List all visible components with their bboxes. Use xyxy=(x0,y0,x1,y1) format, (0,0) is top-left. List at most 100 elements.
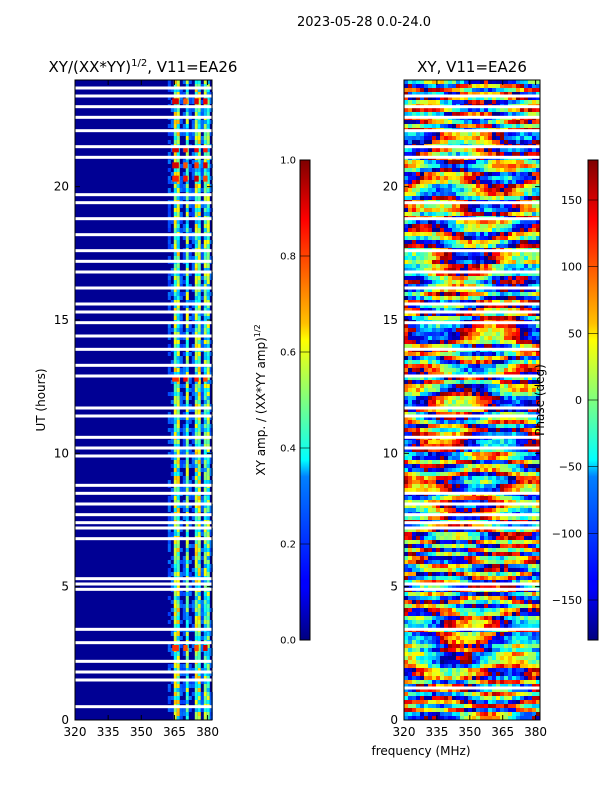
phase-cell xyxy=(492,392,496,396)
amp-cell xyxy=(188,388,192,392)
phase-cell xyxy=(476,288,480,292)
amp-cell xyxy=(182,344,186,348)
phase-cell xyxy=(404,316,408,320)
phase-cell xyxy=(408,232,412,236)
phase-cell xyxy=(444,168,448,172)
phase-cell xyxy=(480,236,484,240)
phase-cell xyxy=(496,284,500,288)
amp-cell xyxy=(197,300,201,304)
phase-cell xyxy=(440,284,444,288)
amp-cell xyxy=(209,664,213,668)
phase-cell xyxy=(460,328,464,332)
amp-cell xyxy=(173,112,177,116)
amp-cell xyxy=(179,672,183,676)
phase-cell xyxy=(516,440,520,444)
amp-cell xyxy=(179,428,183,432)
phase-cell xyxy=(468,312,472,316)
amp-cell xyxy=(194,132,198,136)
phase-cell xyxy=(440,280,444,284)
phase-cell xyxy=(516,340,520,344)
amp-cell xyxy=(173,592,177,596)
amp-cell xyxy=(191,608,195,612)
x-tick-label: 335 xyxy=(97,725,120,739)
phase-cell xyxy=(492,192,496,196)
amp-gap-row xyxy=(75,513,212,517)
phase-cell xyxy=(452,388,456,392)
phase-cell xyxy=(436,324,440,328)
amp-cell xyxy=(194,184,198,188)
amp-cell xyxy=(173,308,177,312)
phase-cell xyxy=(464,132,468,136)
amp-cell xyxy=(203,184,207,188)
phase-cell xyxy=(448,332,452,336)
phase-cell xyxy=(448,276,452,280)
phase-cell xyxy=(476,188,480,192)
phase-cell xyxy=(528,308,532,312)
phase-cell xyxy=(408,372,412,376)
phase-cell xyxy=(408,120,412,124)
phase-cell xyxy=(448,204,452,208)
phase-cell xyxy=(452,96,456,100)
phase-cell xyxy=(456,360,460,364)
phase-cell xyxy=(408,368,412,372)
phase-cell xyxy=(500,408,504,412)
amp-cell xyxy=(173,668,177,672)
phase-cell xyxy=(444,188,448,192)
phase-cell xyxy=(536,192,540,196)
phase-cell xyxy=(472,324,476,328)
phase-cell xyxy=(524,304,528,308)
amp-cell xyxy=(179,204,183,208)
amp-cell xyxy=(200,468,204,472)
phase-cell xyxy=(504,340,508,344)
phase-cell xyxy=(520,420,524,424)
phase-cell xyxy=(428,240,432,244)
phase-cell xyxy=(420,344,424,348)
phase-cell xyxy=(476,344,480,348)
phase-cell xyxy=(520,376,524,380)
amp-cell xyxy=(176,408,180,412)
phase-cell xyxy=(524,168,528,172)
phase-cell xyxy=(520,304,524,308)
amp-cell xyxy=(185,636,189,640)
amp-cell xyxy=(188,308,192,312)
amp-cell xyxy=(173,556,177,560)
phase-cell xyxy=(496,160,500,164)
amp-cell xyxy=(194,604,198,608)
amp-cell xyxy=(173,256,177,260)
amp-cell xyxy=(176,292,180,296)
amp-cell xyxy=(185,540,189,544)
amp-cell xyxy=(197,344,201,348)
phase-cell xyxy=(528,424,532,428)
phase-cell xyxy=(512,160,516,164)
amp-cell xyxy=(167,88,171,92)
phase-cell xyxy=(436,404,440,408)
amp-cell xyxy=(191,344,195,348)
amp-cell xyxy=(200,692,204,696)
phase-cell xyxy=(472,84,476,88)
amp-cell xyxy=(206,692,210,696)
phase-cell xyxy=(444,184,448,188)
phase-cell xyxy=(424,276,428,280)
phase-cell xyxy=(420,384,424,388)
phase-cell xyxy=(436,92,440,96)
phase-cell xyxy=(476,340,480,344)
amp-cell xyxy=(209,188,213,192)
amp-cell xyxy=(182,272,186,276)
phase-cell xyxy=(512,332,516,336)
phase-cell xyxy=(496,112,500,116)
phase-cell xyxy=(536,308,540,312)
phase-cell xyxy=(480,148,484,152)
phase-cell xyxy=(512,232,516,236)
phase-cell xyxy=(472,404,476,408)
amp-cell xyxy=(173,460,177,464)
amp-cell xyxy=(179,528,183,532)
phase-cell xyxy=(520,272,524,276)
phase-cell xyxy=(420,324,424,328)
phase-cell xyxy=(420,236,424,240)
phase-cell xyxy=(436,132,440,136)
amp-cell xyxy=(170,488,174,492)
amp-cell xyxy=(185,424,189,428)
phase-cell xyxy=(528,268,532,272)
phase-cell xyxy=(424,344,428,348)
phase-cell xyxy=(448,252,452,256)
